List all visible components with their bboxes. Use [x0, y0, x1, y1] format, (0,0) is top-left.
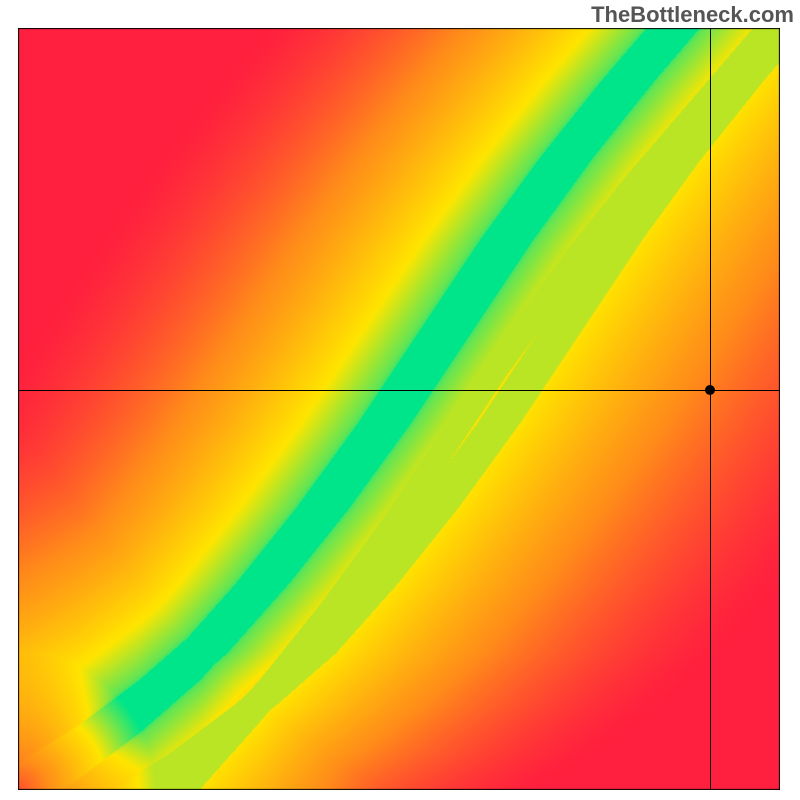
crosshair-horizontal — [18, 390, 780, 391]
marker-point — [705, 385, 715, 395]
bottleneck-heatmap — [18, 28, 780, 790]
chart-container: TheBottleneck.com — [0, 0, 800, 800]
crosshair-vertical — [710, 28, 711, 790]
watermark-text: TheBottleneck.com — [591, 2, 794, 28]
